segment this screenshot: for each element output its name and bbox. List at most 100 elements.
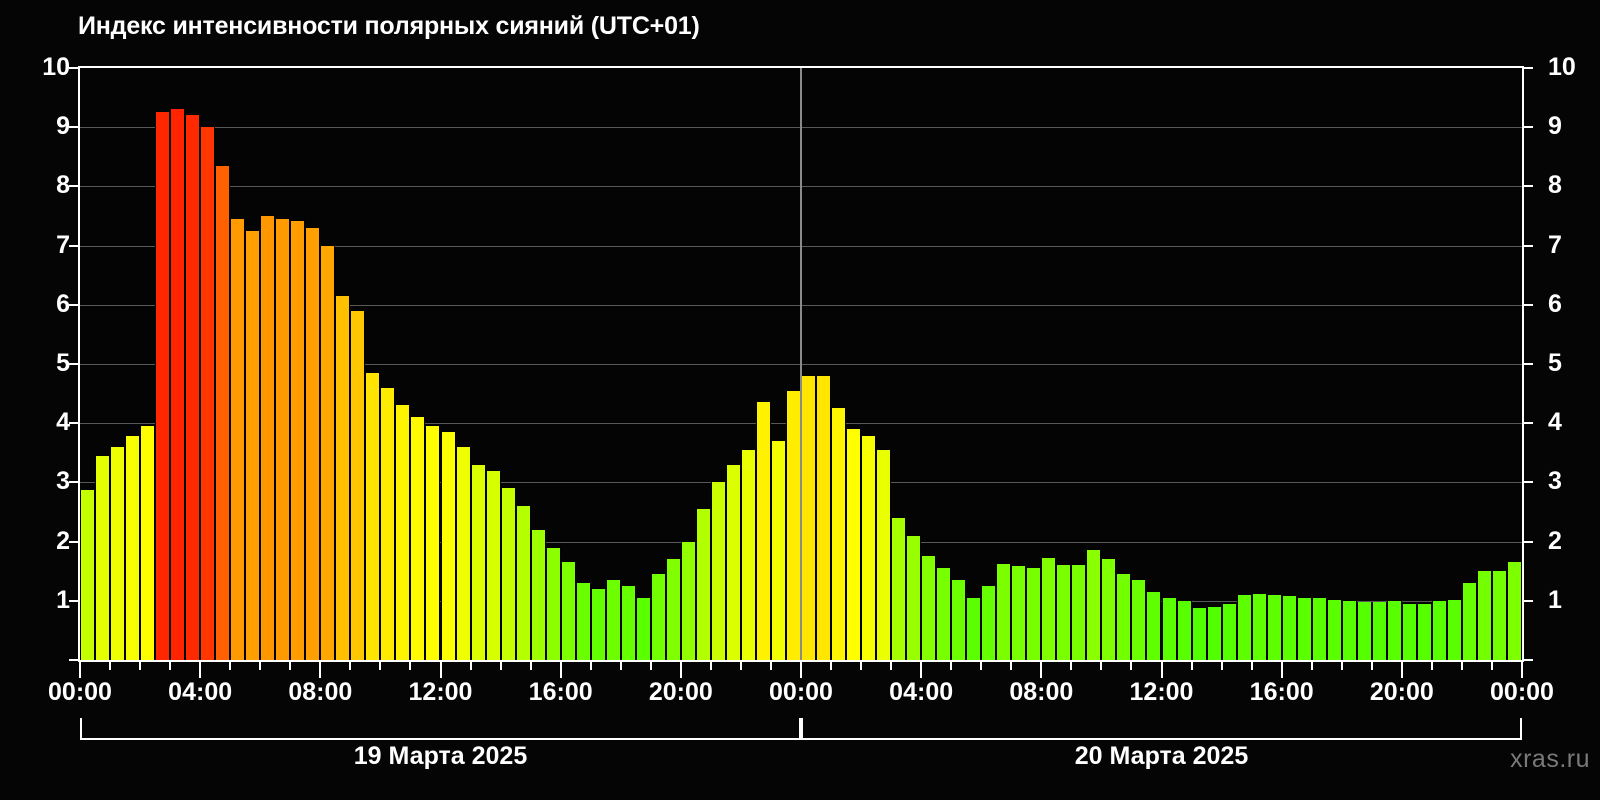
bar[interactable] [846, 429, 862, 660]
bar[interactable] [921, 556, 937, 660]
bar[interactable] [290, 220, 306, 660]
bar[interactable] [1266, 594, 1282, 660]
bar[interactable] [695, 509, 711, 660]
bar[interactable] [305, 227, 321, 660]
bar[interactable] [515, 506, 531, 660]
bar[interactable] [230, 218, 246, 660]
bar[interactable] [1026, 568, 1042, 660]
bar[interactable] [906, 535, 922, 660]
bar[interactable] [785, 390, 801, 660]
bar[interactable] [1386, 600, 1402, 660]
bar[interactable] [425, 426, 441, 660]
bar[interactable] [1086, 550, 1102, 660]
bar[interactable] [981, 586, 997, 660]
bar[interactable] [1476, 571, 1492, 660]
bar[interactable] [1176, 600, 1192, 660]
bar[interactable] [1431, 600, 1447, 660]
bar[interactable] [140, 426, 156, 660]
bar[interactable] [650, 574, 666, 660]
bar[interactable] [1236, 594, 1252, 660]
bar[interactable] [365, 372, 381, 660]
bar[interactable] [155, 112, 171, 660]
bar[interactable] [1491, 571, 1507, 660]
bar[interactable] [1371, 601, 1387, 660]
bar[interactable] [245, 230, 261, 660]
bar[interactable] [95, 455, 111, 660]
bar[interactable] [770, 440, 786, 660]
bar[interactable] [996, 564, 1012, 660]
bar[interactable] [410, 417, 426, 660]
bar[interactable] [1221, 603, 1237, 660]
bar[interactable] [936, 568, 952, 660]
bar[interactable] [275, 218, 291, 660]
bar[interactable] [455, 446, 471, 660]
bar[interactable] [485, 470, 501, 660]
bar[interactable] [755, 402, 771, 660]
bar[interactable] [1011, 566, 1027, 660]
bar[interactable] [80, 489, 96, 660]
bar[interactable] [816, 375, 832, 660]
bar[interactable] [966, 597, 982, 660]
bar[interactable] [831, 408, 847, 660]
bar[interactable] [1326, 599, 1342, 660]
bar[interactable] [110, 446, 126, 660]
bar[interactable] [545, 547, 561, 660]
bar[interactable] [725, 464, 741, 660]
bar[interactable] [1116, 574, 1132, 660]
bar[interactable] [1146, 591, 1162, 660]
bar[interactable] [335, 295, 351, 660]
bar[interactable] [1071, 565, 1087, 660]
bar[interactable] [861, 436, 877, 660]
bar[interactable] [605, 580, 621, 660]
bar[interactable] [1281, 596, 1297, 660]
bar[interactable] [1161, 597, 1177, 660]
bar[interactable] [200, 127, 216, 660]
bar[interactable] [350, 310, 366, 660]
bar[interactable] [395, 405, 411, 660]
bar[interactable] [125, 436, 141, 660]
bar[interactable] [215, 165, 231, 660]
bar[interactable] [891, 517, 907, 660]
bar[interactable] [500, 488, 516, 660]
bar[interactable] [635, 597, 651, 660]
bar[interactable] [680, 541, 696, 660]
bar[interactable] [1341, 600, 1357, 660]
bar[interactable] [1206, 606, 1222, 660]
bar[interactable] [620, 586, 636, 660]
bar[interactable] [530, 529, 546, 660]
bar[interactable] [1041, 558, 1057, 660]
bar[interactable] [801, 375, 817, 660]
bar[interactable] [1401, 603, 1417, 660]
bar[interactable] [1251, 593, 1267, 660]
bar[interactable] [560, 562, 576, 660]
bar[interactable] [590, 588, 606, 660]
plot-top-border-left [78, 66, 860, 68]
bar[interactable] [710, 482, 726, 660]
bar[interactable] [170, 109, 186, 660]
bar[interactable] [575, 583, 591, 660]
bar[interactable] [185, 115, 201, 660]
bar[interactable] [1311, 597, 1327, 660]
bar[interactable] [380, 387, 396, 660]
bar[interactable] [1056, 565, 1072, 660]
x-tick-minor-2 [139, 662, 142, 670]
bar[interactable] [1506, 562, 1522, 660]
bar[interactable] [440, 432, 456, 660]
bar[interactable] [876, 449, 892, 660]
day-bracket-0 [80, 718, 801, 740]
bar[interactable] [1461, 583, 1477, 660]
bar[interactable] [1101, 559, 1117, 660]
bar[interactable] [1191, 607, 1207, 660]
bar[interactable] [1446, 599, 1462, 660]
bar[interactable] [1416, 603, 1432, 660]
y-tick-mark-left-9 [69, 126, 78, 129]
bar[interactable] [1356, 601, 1372, 660]
bar[interactable] [1296, 597, 1312, 660]
bar[interactable] [740, 449, 756, 660]
bar[interactable] [470, 464, 486, 660]
bar[interactable] [1131, 580, 1147, 660]
bar[interactable] [320, 245, 336, 660]
bar[interactable] [665, 559, 681, 660]
bar[interactable] [951, 580, 967, 660]
bar[interactable] [260, 216, 276, 660]
